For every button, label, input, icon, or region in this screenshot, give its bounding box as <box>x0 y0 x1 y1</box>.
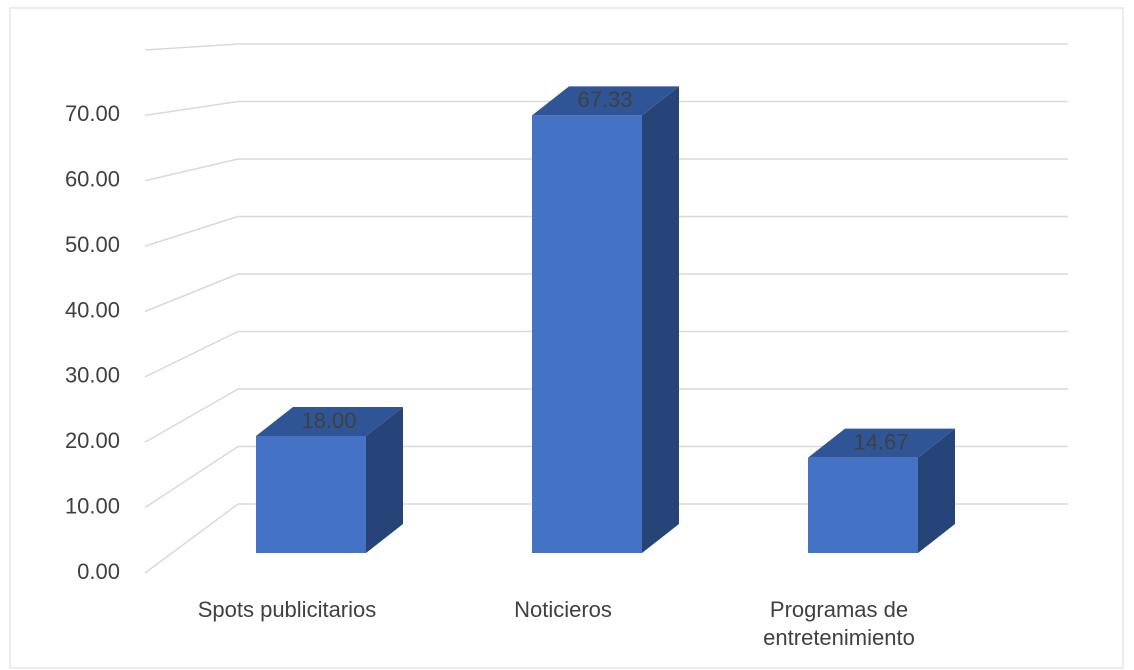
x-tick-label: Programas de entretenimiento <box>763 597 915 650</box>
bar-top <box>808 428 955 458</box>
grid-side-line <box>144 503 239 574</box>
bar-top <box>532 86 679 116</box>
bar-top <box>256 407 403 436</box>
x-tick-label: Noticieros <box>514 597 612 622</box>
y-tick-label: 60.00 <box>65 167 120 192</box>
y-tick-label: 0.00 <box>77 559 120 584</box>
bar-side <box>918 428 955 553</box>
grid-side-line <box>144 100 239 117</box>
y-tick-label: 30.00 <box>65 363 120 388</box>
y-tick-label: 10.00 <box>65 493 120 518</box>
grid-side-line <box>144 445 239 509</box>
grid-side-line <box>144 158 239 182</box>
chart-border <box>9 7 1124 669</box>
bar <box>808 457 918 553</box>
grid-side-line <box>144 388 239 443</box>
bar-side <box>642 86 679 553</box>
bar <box>532 115 642 553</box>
data-label: 14.67 <box>853 429 908 454</box>
bar <box>256 436 366 553</box>
y-tick-label: 20.00 <box>65 428 120 453</box>
grid-side-line <box>144 273 239 313</box>
y-tick-label: 50.00 <box>65 232 120 257</box>
y-tick-label: 40.00 <box>65 297 120 322</box>
bar-side <box>366 407 403 553</box>
grid-top-side-line <box>144 43 239 51</box>
grid-side-line <box>144 215 239 247</box>
y-tick-label: 70.00 <box>65 101 120 126</box>
data-label: 67.33 <box>577 87 632 112</box>
x-tick-label: Spots publicitarios <box>197 597 377 622</box>
data-label: 18.00 <box>301 408 356 433</box>
grid-side-line <box>144 330 239 378</box>
